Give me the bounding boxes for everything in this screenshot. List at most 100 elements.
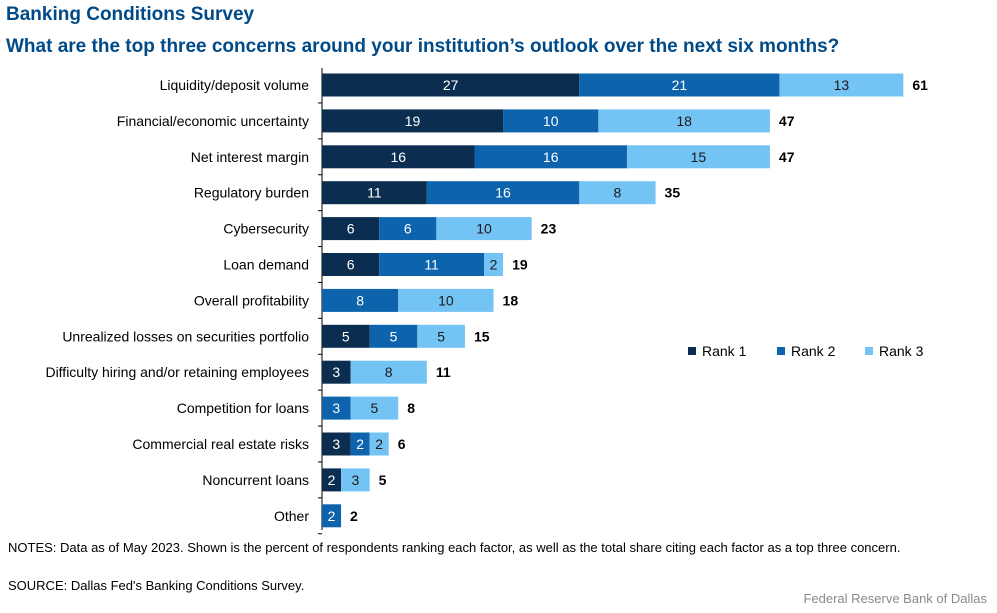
bar-segment-rank-2 [379, 217, 437, 241]
bar-segment-rank-1 [322, 324, 370, 348]
category-label: Commercial real estate risks [132, 436, 309, 452]
bar-segment-rank-3 [417, 324, 465, 348]
bar-segment-rank-2 [322, 504, 342, 528]
category-label: Cybersecurity [223, 221, 309, 237]
total-label: 18 [503, 292, 519, 308]
legend-swatch-rank-2 [777, 347, 785, 355]
total-label: 8 [407, 400, 415, 416]
total-label: 47 [779, 149, 795, 165]
bar-value-label: 10 [543, 113, 559, 129]
bar-segment-rank-2 [426, 181, 580, 205]
total-label: 47 [779, 113, 795, 129]
total-label: 11 [436, 364, 451, 380]
bar-segment-rank-2 [322, 288, 399, 312]
bar-value-label: 2 [356, 436, 364, 452]
bar-value-label: 3 [332, 436, 340, 452]
bar-segment-rank-3 [369, 432, 389, 456]
bar-segment-rank-3 [398, 288, 494, 312]
bar-value-label: 3 [332, 364, 340, 380]
bar-value-label: 5 [390, 328, 398, 344]
bar-value-label: 6 [347, 221, 355, 237]
bar-value-label: 8 [356, 292, 364, 308]
bar-value-label: 3 [351, 472, 359, 488]
category-label: Difficulty hiring and/or retaining emplo… [45, 364, 309, 380]
category-label: Net interest margin [191, 149, 309, 165]
bar-segment-rank-3 [779, 73, 904, 97]
bar-value-label: 16 [390, 149, 406, 165]
source-text: SOURCE: Dallas Fed's Banking Conditions … [8, 578, 305, 593]
total-label: 61 [912, 77, 928, 93]
stacked-bar-chart: Liquidity/deposit volume 27 2 1 1 3 61 Financia… [45, 68, 928, 535]
notes-text: NOTES: Data as of May 2023. Shown is the… [8, 540, 901, 555]
category-label: Competition for loans [177, 400, 309, 416]
total-label: 23 [541, 221, 557, 237]
bar-segment-rank-2 [474, 145, 627, 169]
total-label: 5 [379, 472, 387, 488]
bar-value-label: 5 [342, 328, 350, 344]
bar-segment-rank-3 [350, 360, 427, 384]
legend-swatch-rank-3 [865, 347, 873, 355]
bar-segment-rank-1 [322, 145, 475, 169]
category-label: Liquidity/deposit volume [160, 77, 310, 93]
bar-segment-rank-1 [322, 181, 427, 205]
bar-segment-rank-2 [350, 432, 370, 456]
category-label: Financial/economic uncertainty [117, 113, 309, 129]
bar-segment-rank-2 [322, 396, 351, 420]
bar-segment-rank-1 [322, 253, 380, 276]
bar-value-label: 5 [437, 328, 445, 344]
category-label: Other [274, 508, 309, 524]
total-label: 2 [350, 508, 358, 524]
bar-segment-rank-1 [322, 468, 342, 492]
legend-label: Rank 2 [791, 343, 836, 359]
total-label: 15 [474, 328, 490, 344]
bar-segment-rank-3 [341, 468, 370, 492]
bar-value-label: 2 [490, 257, 498, 273]
bar-value-label: 15 [691, 149, 707, 165]
legend-swatch-rank-1 [688, 347, 696, 355]
bar-value-label: 5 [371, 400, 379, 416]
bar-value-label: 2 [328, 472, 336, 488]
category-label: Regulatory burden [194, 185, 309, 201]
bar-segment-rank-3 [436, 217, 532, 241]
bar-segment-rank-1 [322, 109, 504, 133]
bar-value-label: 2 [375, 436, 383, 452]
bar-value-label: 3 [332, 400, 340, 416]
category-label: Unrealized losses on securities portfoli… [62, 328, 309, 344]
bar-value-label: 18 [676, 113, 692, 129]
legend-label: Rank 3 [879, 343, 924, 359]
bar-value-label: 6 [347, 257, 355, 273]
bar-value-label: 11 [367, 185, 382, 201]
bar-value-label: 8 [614, 185, 622, 201]
bar-value-label: 13 [834, 77, 850, 93]
bar-segment-rank-1 [322, 217, 380, 241]
bar-segment-rank-3 [484, 253, 504, 276]
bar-value-label: 10 [476, 221, 492, 237]
bar-segment-rank-3 [350, 396, 399, 420]
bar-segment-rank-1 [322, 360, 351, 384]
bar-segment-rank-1 [322, 73, 580, 97]
bar-segment-rank-3 [598, 109, 770, 133]
total-label: 35 [665, 185, 681, 201]
bar-value-label: 2 [328, 508, 336, 524]
chart-subtitle: What are the top three concerns around y… [6, 36, 840, 57]
bar-segment-rank-2 [369, 324, 418, 348]
category-label: Loan demand [223, 257, 309, 273]
chart-title: Banking Conditions Survey [6, 4, 255, 25]
total-label: 19 [512, 257, 528, 273]
total-label: 6 [398, 436, 406, 452]
bar-segment-rank-1 [322, 432, 351, 456]
bar-value-label: 16 [495, 185, 511, 201]
category-label: Noncurrent loans [202, 472, 309, 488]
bar-value-label: 10 [438, 292, 454, 308]
bar-value-label: 11 [424, 257, 439, 273]
bar-value-label: 8 [385, 364, 393, 380]
bar-segment-rank-2 [379, 253, 485, 276]
bar-value-label: 16 [543, 149, 559, 165]
bar-segment-rank-3 [579, 181, 656, 205]
bar-value-label: 27 [443, 77, 459, 93]
bar-segment-rank-2 [579, 73, 780, 97]
bar-value-label: 6 [404, 221, 412, 237]
credit-text: Federal Reserve Bank of Dallas [803, 591, 987, 606]
category-label: Overall profitability [194, 292, 309, 308]
legend-label: Rank 1 [702, 343, 747, 359]
